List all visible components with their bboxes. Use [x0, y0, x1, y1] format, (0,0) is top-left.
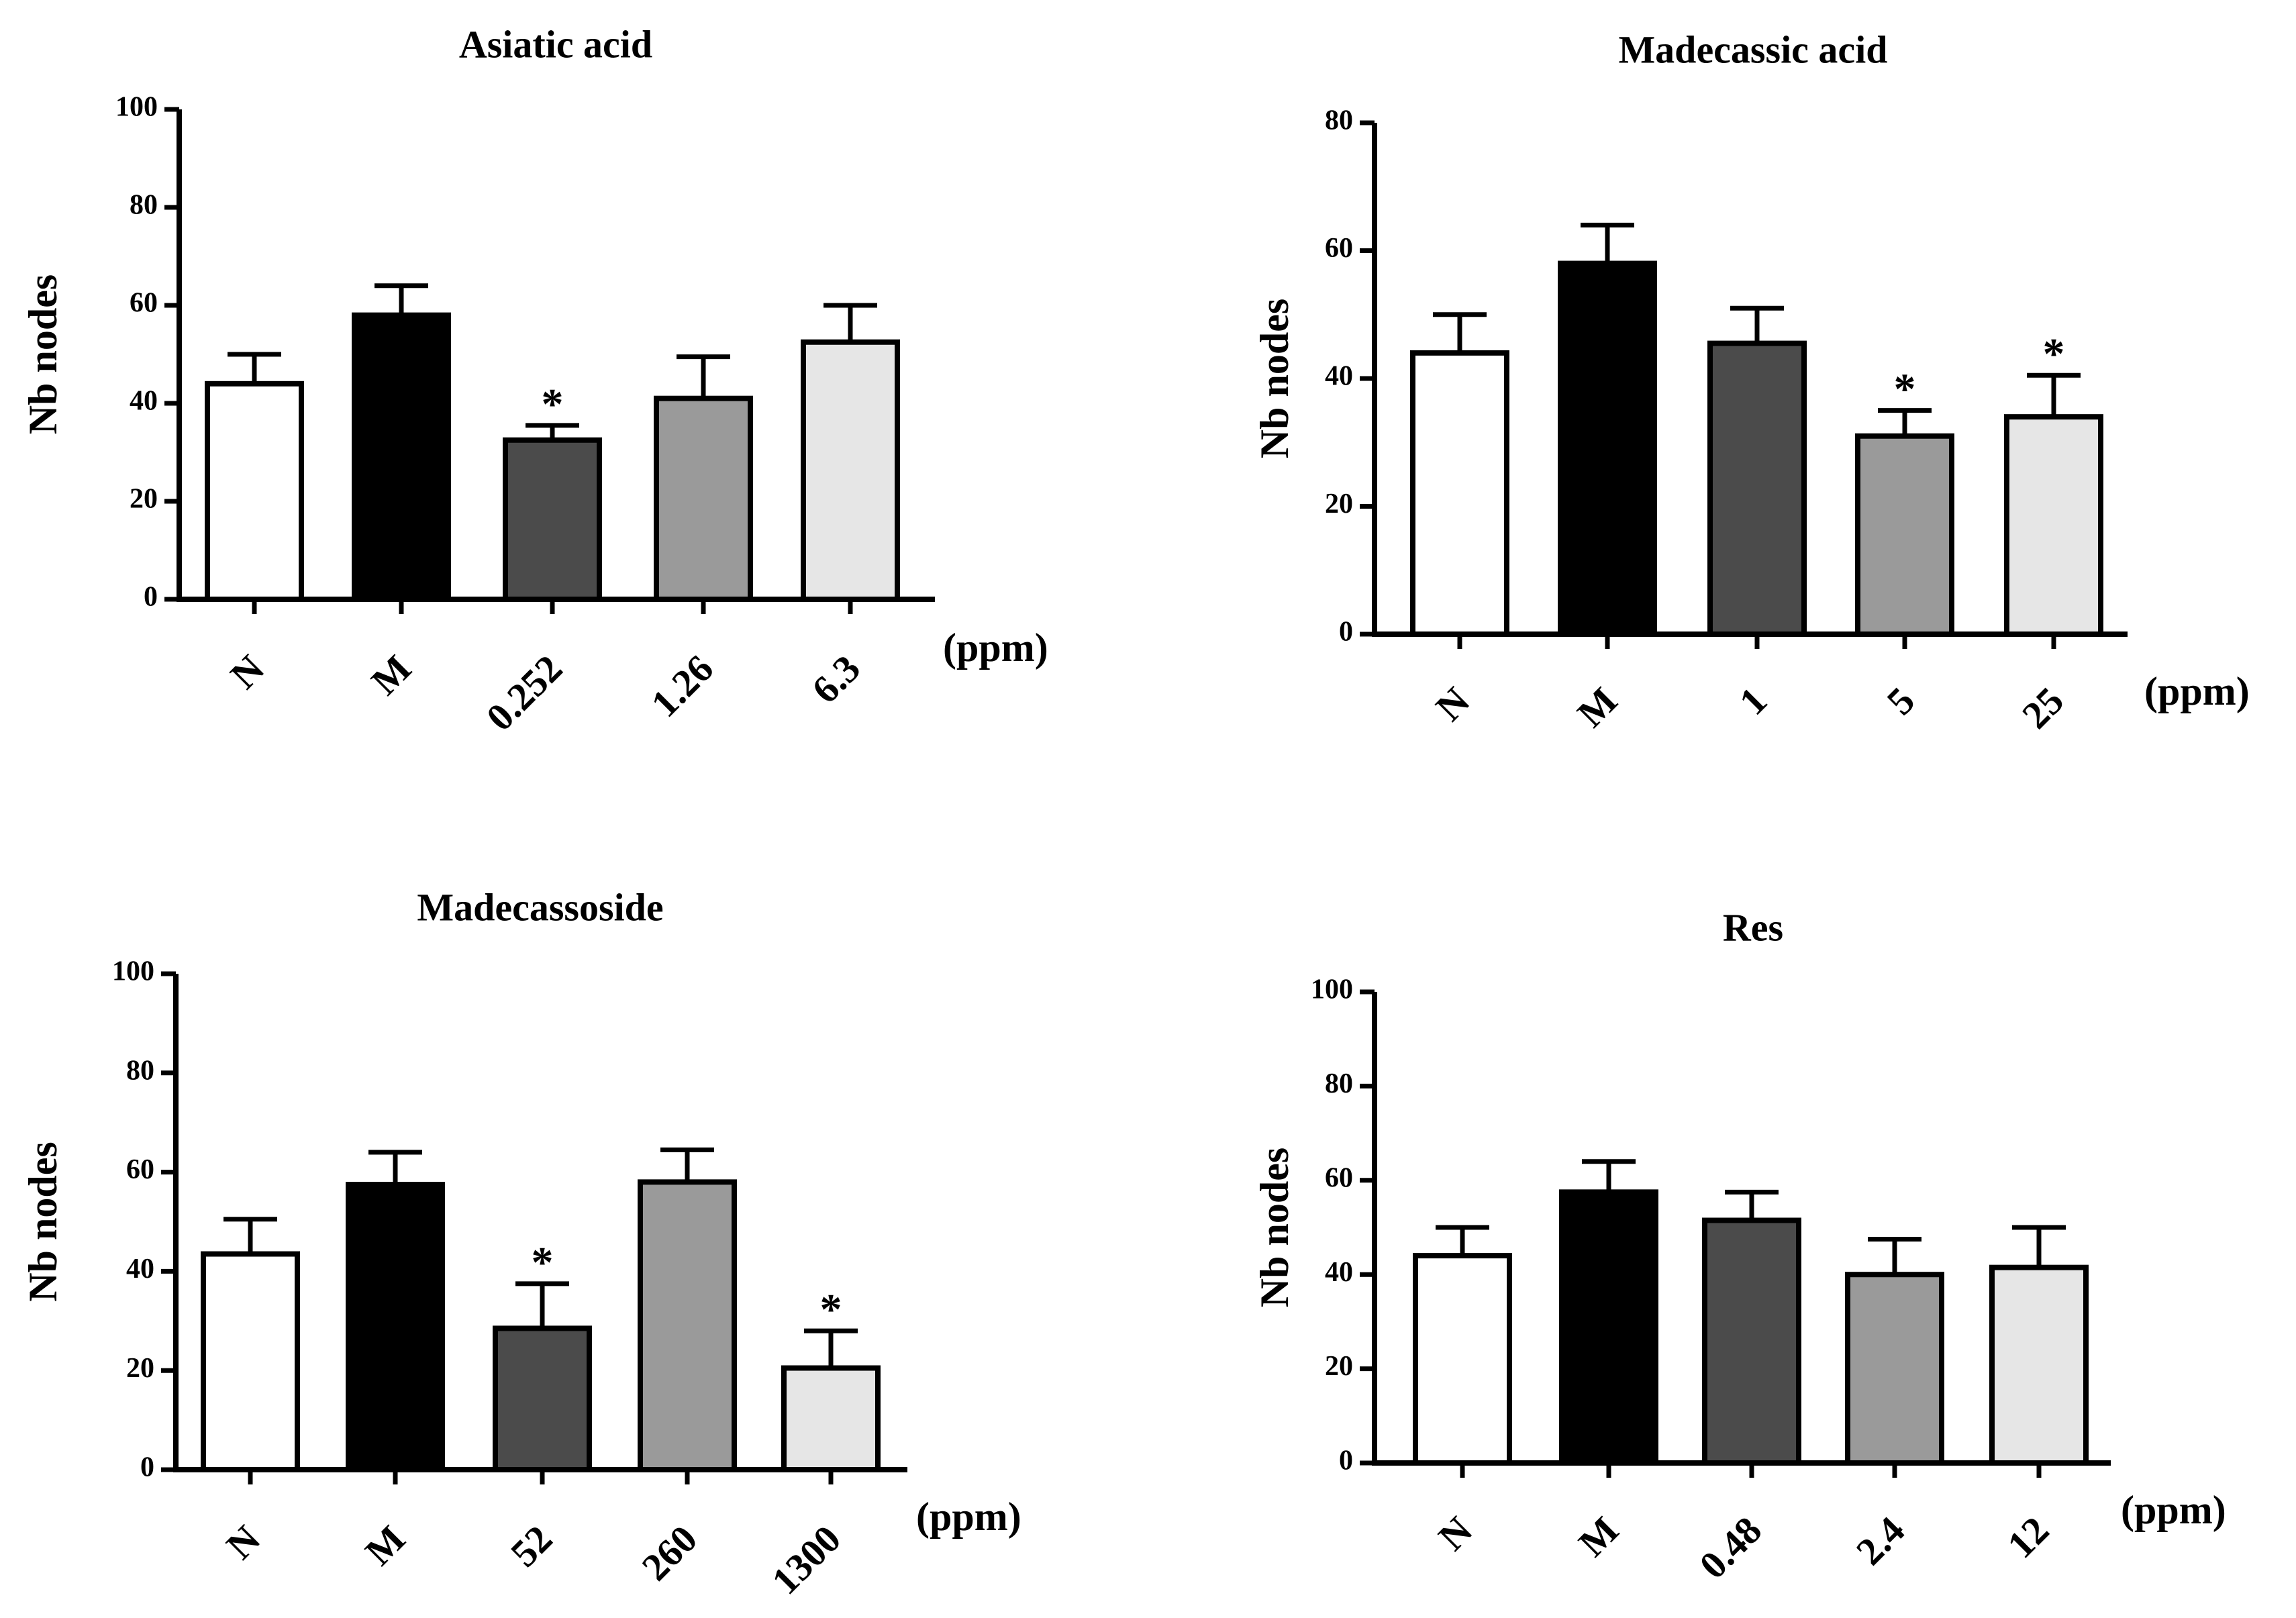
significance-marker: * [542, 380, 564, 429]
x-tick-label: 2.4 [1848, 1508, 1913, 1573]
x-tick-label: M [1570, 1508, 1628, 1565]
y-axis-label: Nb nodes [21, 1142, 65, 1301]
bar-25 [2004, 414, 2103, 638]
x-tick-label: 0.252 [478, 646, 570, 739]
y-axis-label: Nb nodes [1252, 1148, 1297, 1307]
y-tick-label: 80 [126, 1055, 154, 1086]
bar-2.4 [1845, 1272, 1944, 1466]
x-tick-label: 52 [502, 1517, 560, 1575]
y-tick-label: 100 [1311, 974, 1353, 1005]
chart-title: Madecassoside [417, 885, 663, 929]
x-unit-label: (ppm) [916, 1495, 1021, 1539]
bar-1 [1707, 340, 1807, 637]
bar-6.3 [801, 339, 900, 602]
y-tick-label: 40 [130, 386, 158, 417]
x-tick-label: 0.48 [1691, 1508, 1770, 1587]
panel-4: Res Nb nodes 0 20 40 60 80 100 N M 0.48 2.4 12 (ppm) [1252, 905, 2226, 1587]
x-tick-label: N [218, 1517, 269, 1568]
bar-0.252 [503, 437, 602, 602]
bar-52 [493, 1325, 592, 1473]
y-tick-label: 40 [1325, 361, 1353, 392]
bar-N [201, 1251, 300, 1473]
panel-2: Madecassic acid Nb nodes * * 0 20 40 60 80 N M 1 5 25… [1252, 28, 2250, 737]
x-tick-label: M [363, 646, 420, 703]
bar-N [205, 381, 304, 602]
x-tick-label: 12 [1999, 1508, 2057, 1566]
y-tick-label: 60 [130, 288, 158, 319]
x-tick-label: N [222, 646, 273, 697]
bar-1300 [781, 1365, 881, 1472]
y-tick-label: 60 [1325, 1162, 1353, 1193]
y-axis-label: Nb nodes [1252, 299, 1297, 458]
x-tick-label: N [1428, 678, 1479, 729]
bar-M [1558, 260, 1657, 637]
x-tick-label: 1 [1731, 678, 1775, 723]
y-tick-label: 60 [1325, 233, 1353, 264]
y-tick-label: 20 [1325, 1351, 1353, 1382]
significance-marker: * [2043, 330, 2065, 378]
bar-12 [1989, 1264, 2089, 1466]
bar-5 [1855, 433, 1954, 637]
chart-title: Madecassic acid [1618, 28, 1887, 71]
y-tick-label: 20 [126, 1353, 154, 1384]
x-tick-label: M [1569, 678, 1626, 736]
x-tick-label: 1300 [763, 1517, 849, 1603]
bar-M [352, 312, 451, 602]
y-tick-label: 100 [115, 92, 158, 123]
x-unit-label: (ppm) [2144, 669, 2250, 713]
y-tick-label: 60 [126, 1154, 154, 1185]
y-tick-label: 80 [1325, 1068, 1353, 1099]
panel-1: Asiatic acid Nb nodes * 0 20 40 60 80 100 N M 0.252… [21, 22, 1048, 739]
y-tick-label: 20 [130, 484, 158, 515]
x-tick-label: N [1430, 1508, 1481, 1559]
y-tick-label: 0 [1339, 1446, 1353, 1476]
significance-marker: * [820, 1285, 842, 1334]
bar-260 [638, 1179, 737, 1472]
bar-M [1559, 1189, 1658, 1466]
y-tick-label: 100 [112, 956, 154, 987]
x-tick-label: 1.26 [642, 646, 721, 725]
panel-3: Madecassoside Nb nodes * * 0 20 40 60 80 100 N M 52 2… [21, 885, 1021, 1603]
y-tick-label: 40 [1325, 1257, 1353, 1288]
y-tick-label: 0 [1339, 617, 1353, 648]
bar-1.26 [654, 395, 753, 602]
y-tick-label: 20 [1325, 489, 1353, 519]
chart-title: Res [1723, 905, 1783, 949]
y-tick-label: 0 [140, 1452, 154, 1483]
x-tick-label: 260 [634, 1517, 705, 1588]
significance-marker: * [532, 1238, 554, 1287]
x-unit-label: (ppm) [943, 625, 1048, 670]
chart-title: Asiatic acid [459, 22, 652, 66]
bar-N [1410, 350, 1509, 638]
y-tick-label: 80 [1325, 105, 1353, 136]
bar-0.48 [1702, 1217, 1801, 1466]
x-unit-label: (ppm) [2121, 1488, 2226, 1532]
significance-marker: * [1894, 365, 1916, 414]
bar-N [1413, 1253, 1512, 1466]
x-tick-label: 5 [1879, 678, 1923, 723]
y-tick-label: 0 [144, 582, 158, 613]
y-tick-label: 80 [130, 190, 158, 221]
y-tick-label: 40 [126, 1254, 154, 1284]
x-tick-label: 6.3 [803, 646, 868, 711]
bar-M [346, 1182, 445, 1472]
y-axis-label: Nb nodes [21, 274, 65, 434]
x-tick-label: M [357, 1517, 414, 1574]
x-tick-label: 25 [2013, 678, 2072, 737]
